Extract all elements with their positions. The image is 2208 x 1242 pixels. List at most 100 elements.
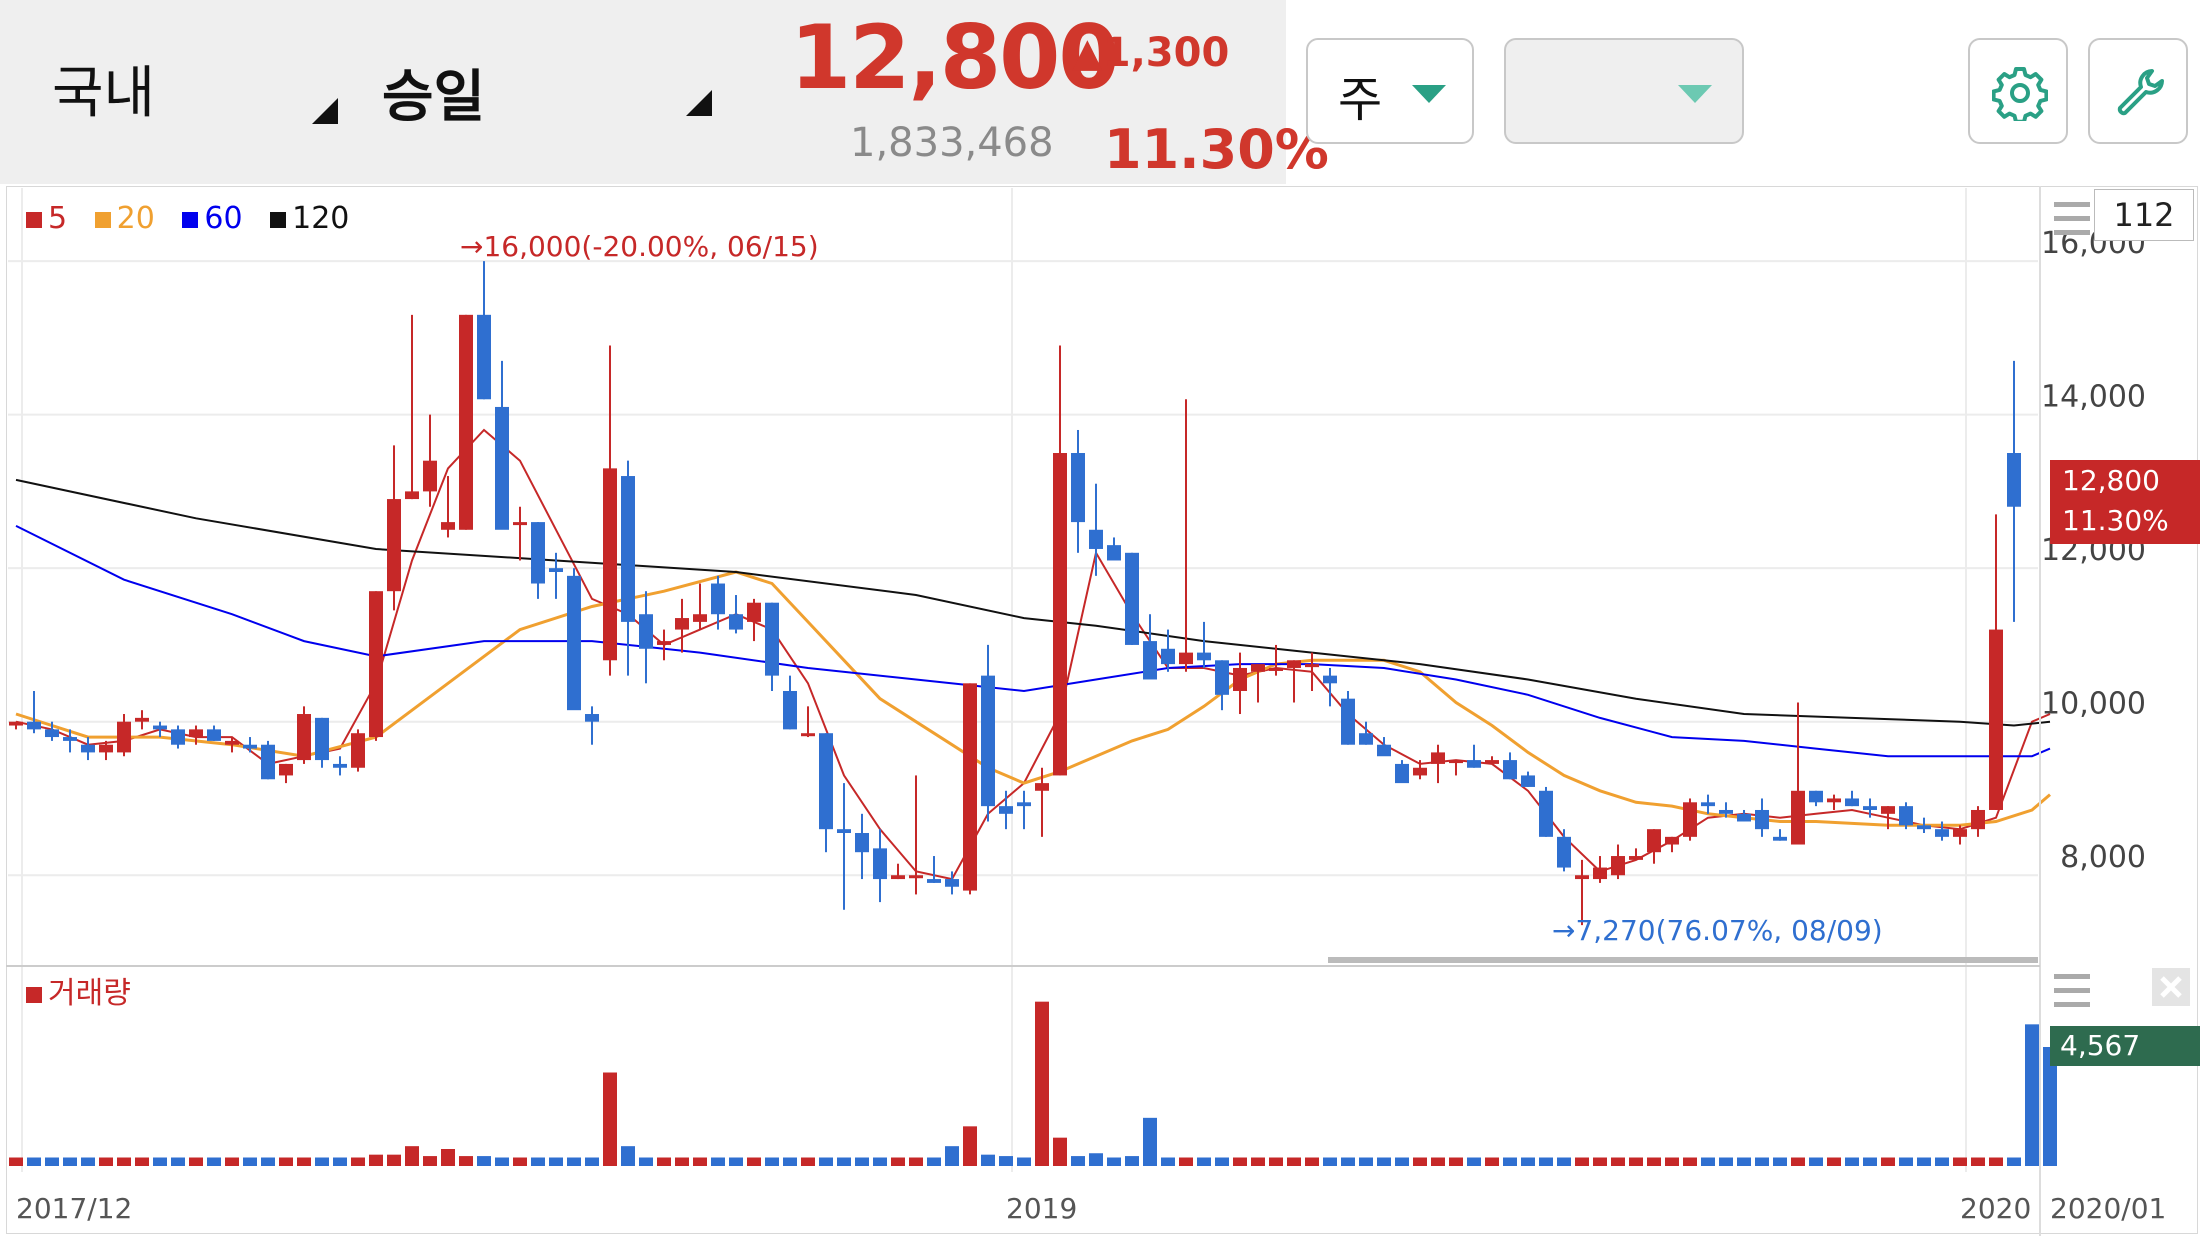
volume-bar bbox=[945, 1146, 959, 1166]
volume-bar bbox=[513, 1157, 527, 1166]
volume-bar bbox=[387, 1154, 401, 1166]
volume-bar bbox=[1179, 1157, 1193, 1166]
candle-body bbox=[855, 833, 869, 853]
legend-label: 5 bbox=[48, 201, 68, 236]
tools-button[interactable] bbox=[2088, 38, 2188, 144]
volume-bar bbox=[819, 1157, 833, 1166]
volume-pane-menu-icon[interactable] bbox=[2054, 974, 2090, 1007]
chart-area[interactable] bbox=[6, 186, 2198, 1234]
stock-selector[interactable]: 승일 bbox=[382, 65, 486, 130]
candle-body bbox=[909, 875, 923, 879]
quote-panel: 국내 승일 12,800 ▲1,300 1,833,468 11.30% bbox=[0, 0, 1329, 184]
volume-bar bbox=[1053, 1137, 1067, 1166]
candle-body bbox=[603, 468, 617, 661]
volume-bar bbox=[729, 1157, 743, 1166]
volume-bar bbox=[27, 1157, 41, 1166]
candle-body bbox=[1413, 767, 1427, 776]
volume-bar bbox=[243, 1157, 257, 1166]
candle-body bbox=[1953, 829, 1967, 837]
candle-body bbox=[1611, 856, 1625, 876]
settings-button[interactable] bbox=[1968, 38, 2068, 144]
volume-bar bbox=[1845, 1157, 1859, 1166]
market-selector[interactable]: 국내 bbox=[52, 61, 156, 126]
candle-body bbox=[1467, 760, 1481, 768]
volume-bar bbox=[747, 1157, 761, 1166]
volume-bar bbox=[1737, 1157, 1751, 1166]
volume-bar bbox=[2007, 1157, 2021, 1166]
volume-bar bbox=[1521, 1157, 1535, 1166]
candle-body bbox=[477, 314, 491, 400]
volume-bar bbox=[909, 1157, 923, 1166]
period-count-input[interactable]: 112 bbox=[2094, 189, 2194, 241]
ma-line-120 bbox=[15, 478, 2051, 727]
stock-dropdown-icon[interactable] bbox=[686, 90, 712, 116]
candle-body bbox=[657, 641, 671, 645]
volume-bar bbox=[45, 1157, 59, 1166]
candle-body bbox=[1773, 836, 1787, 841]
last-volume-tag: 4,567 bbox=[2050, 1026, 2200, 1066]
volume-bar bbox=[1989, 1157, 2003, 1166]
candle-body bbox=[1791, 790, 1805, 845]
candle-body bbox=[1827, 798, 1841, 803]
volume-bar bbox=[297, 1157, 311, 1166]
volume-bar bbox=[1377, 1157, 1391, 1166]
volume-bar bbox=[261, 1157, 275, 1166]
volume-bar bbox=[1341, 1157, 1355, 1166]
volume-bar bbox=[1287, 1157, 1301, 1166]
volume-bar bbox=[1233, 1157, 1247, 1166]
volume-bar bbox=[1161, 1157, 1175, 1166]
volume-bar bbox=[1863, 1157, 1877, 1166]
candle-body bbox=[621, 476, 635, 622]
indicator-select[interactable] bbox=[1504, 38, 1744, 144]
x-tick-label: 2017/12 bbox=[16, 1192, 132, 1225]
candle-body bbox=[1899, 806, 1913, 826]
chart-header: 국내 승일 12,800 ▲1,300 1,833,468 11.30% 주 bbox=[0, 0, 2208, 184]
candle-body bbox=[171, 729, 185, 745]
volume-bar bbox=[837, 1157, 851, 1166]
candle-body bbox=[99, 744, 113, 753]
volume-bar bbox=[567, 1157, 581, 1166]
candle-body bbox=[765, 602, 779, 676]
legend-item-ma5: 5 bbox=[26, 201, 67, 236]
volume-bar bbox=[1323, 1157, 1337, 1166]
volume-bar bbox=[1557, 1157, 1571, 1166]
change-percent: 11.30% bbox=[1104, 118, 1329, 181]
volume-bar bbox=[63, 1157, 77, 1166]
current-price: 12,800 bbox=[790, 6, 1120, 109]
period-select[interactable]: 주 bbox=[1306, 38, 1474, 144]
candle-body bbox=[1395, 763, 1409, 784]
candle-body bbox=[189, 729, 203, 738]
candle-body bbox=[837, 829, 851, 834]
close-volume-pane-icon[interactable] bbox=[2152, 968, 2190, 1006]
volume-legend: 거래량 bbox=[26, 968, 131, 1012]
candle-body bbox=[1233, 667, 1247, 691]
x-tick-label: 2019 bbox=[1006, 1192, 1077, 1225]
volume-bar bbox=[369, 1154, 383, 1166]
price-pane-menu-icon[interactable] bbox=[2054, 202, 2090, 235]
volume-bar bbox=[423, 1156, 437, 1166]
volume-bar bbox=[1953, 1157, 1967, 1166]
market-dropdown-icon[interactable] bbox=[312, 98, 338, 124]
volume-bar bbox=[1107, 1157, 1121, 1166]
candle-body bbox=[63, 737, 77, 741]
candle-body bbox=[1377, 744, 1391, 757]
candle-body bbox=[693, 614, 707, 622]
volume-bar bbox=[1143, 1117, 1157, 1166]
x-tick-label: 2020/01 bbox=[2050, 1192, 2166, 1225]
volume-bar bbox=[1089, 1153, 1103, 1166]
candle-body bbox=[927, 879, 941, 883]
candle-body bbox=[873, 848, 887, 880]
candle-body bbox=[153, 725, 167, 730]
candle-body bbox=[1341, 698, 1355, 745]
candle-body bbox=[279, 763, 293, 776]
candle-body bbox=[819, 733, 833, 830]
volume-bar bbox=[2043, 1047, 2057, 1166]
candle-body bbox=[585, 714, 599, 722]
volume-bar bbox=[1773, 1157, 1787, 1166]
candle-body bbox=[801, 733, 815, 737]
candle-body bbox=[1017, 802, 1031, 807]
volume-bar bbox=[783, 1157, 797, 1166]
last-volume-value: 4,567 bbox=[2060, 1029, 2141, 1062]
candle-body bbox=[1287, 660, 1301, 668]
